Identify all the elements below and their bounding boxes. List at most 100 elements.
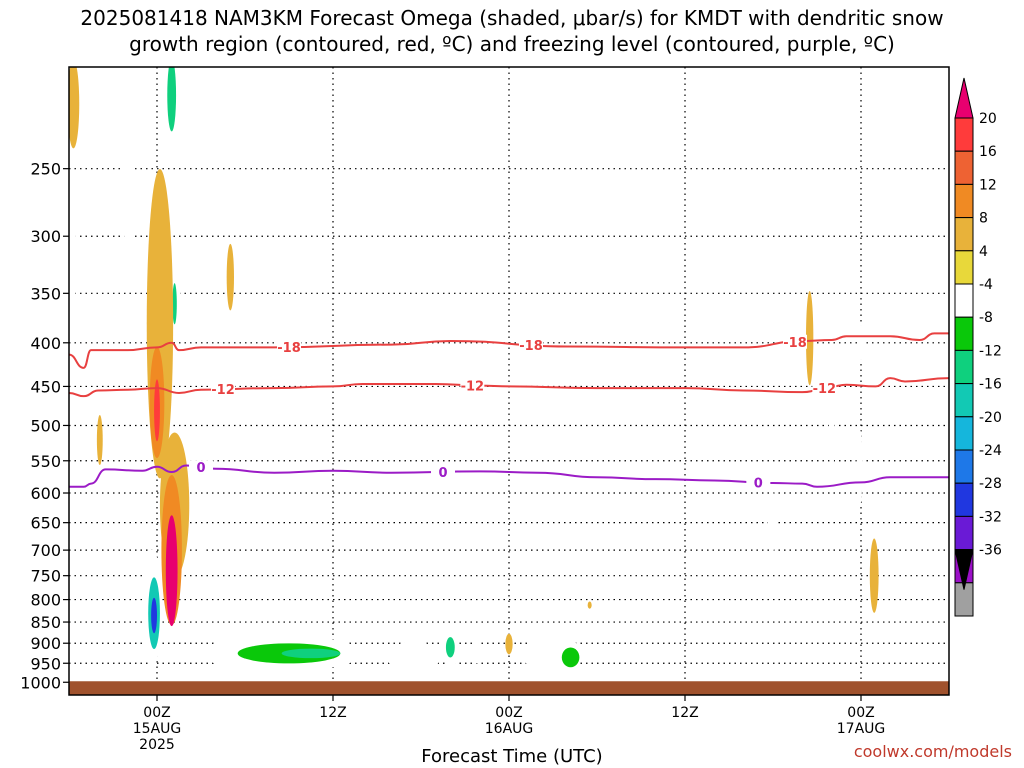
colorbar-segment — [954, 316, 974, 351]
y-tick-label: 950 — [30, 654, 61, 673]
colorbar-segment — [954, 117, 974, 152]
omega-region-26 — [505, 633, 513, 655]
omega-region-21 — [281, 648, 341, 659]
x-tick-label: 12Z — [671, 705, 698, 721]
contour-label: -12 — [461, 379, 485, 394]
ground-layer — [69, 681, 949, 695]
colorbar-bottom-cap — [954, 549, 974, 590]
colorbar-top-cap — [954, 77, 974, 119]
omega-region-32 — [767, 488, 776, 557]
y-tick-label: 550 — [30, 452, 61, 471]
omega-shading — [69, 67, 879, 676]
ground-surface — [69, 681, 949, 695]
colorbar-segment — [954, 183, 974, 219]
colorbar-segment — [954, 283, 974, 318]
y-tick-label: 800 — [30, 591, 61, 610]
contour-label: 0 — [438, 466, 447, 481]
x-tick-label: 2025 — [139, 737, 175, 753]
colorbar-label: -8 — [979, 310, 993, 326]
colorbar-label: 4 — [979, 244, 988, 260]
contour-line-2 — [69, 464, 949, 488]
x-tick-label: 16AUG — [485, 721, 534, 737]
y-tick-label: 850 — [30, 613, 61, 632]
colorbar-label: -12 — [979, 343, 1002, 359]
colorbar-segment — [954, 416, 974, 451]
colorbar-segment — [954, 482, 974, 517]
chart-title-line-2: growth region (contoured, red, ºC) and f… — [129, 32, 895, 56]
colorbar-segment — [954, 383, 974, 418]
omega-region-31 — [828, 349, 835, 487]
omega-region-4 — [167, 67, 177, 132]
colorbar-segment — [954, 349, 974, 385]
contour-label-bg — [431, 464, 455, 479]
omega-region-10 — [154, 379, 160, 442]
contour-label: -18 — [783, 336, 807, 351]
x-tick-label: 17AUG — [837, 721, 886, 737]
omega-region-22 — [387, 641, 441, 674]
y-tick-label: 250 — [30, 160, 61, 179]
omega-region-33 — [869, 538, 879, 613]
omega-region-30 — [806, 290, 814, 386]
colorbar-label: 16 — [979, 144, 997, 160]
omega-region-15 — [198, 539, 204, 556]
x-tick-label: 12Z — [319, 705, 346, 721]
omega-region-24 — [445, 637, 455, 658]
colorbar: 20 16 12 8 4 -4 -8 -12 -16 -20 -24 -28 -32 -36 — [954, 77, 1002, 617]
colorbar-label: 12 — [979, 177, 997, 193]
y-tick-label: 1000 — [20, 673, 61, 692]
contour-label-bg — [812, 380, 837, 395]
y-tick-label: 600 — [30, 484, 61, 503]
omega-region-29 — [587, 601, 592, 609]
y-axis: 250 300 350 400 450 500 550 600 650 700 750 800 850 9… — [20, 160, 69, 692]
y-tick-label: 500 — [30, 416, 61, 435]
contour-label: -12 — [211, 383, 235, 398]
contour-label-bg — [211, 382, 235, 397]
contour-label: 0 — [196, 461, 205, 476]
chart-title-line-1: 2025081418 NAM3KM Forecast Omega (shaded… — [80, 6, 944, 30]
y-tick-label: 650 — [30, 514, 61, 533]
omega-region-18 — [151, 597, 157, 634]
colorbar-label: -4 — [979, 277, 993, 293]
omega-region-6 — [172, 283, 177, 325]
contour-line-0 — [69, 332, 949, 369]
omega-region-14 — [165, 515, 178, 627]
colorbar-label: 20 — [979, 111, 997, 127]
colorbar-label: -36 — [979, 543, 1002, 559]
colorbar-label: -20 — [979, 410, 1002, 426]
omega-region-0 — [69, 67, 80, 149]
colorbar-segment — [954, 515, 974, 551]
contour-label: -18 — [277, 341, 301, 356]
y-tick-label: 300 — [30, 227, 61, 246]
contour-label-bg — [460, 378, 485, 393]
omega-region-7 — [226, 243, 234, 311]
contour-label-bg — [783, 334, 807, 349]
contour-label: 0 — [754, 476, 763, 491]
colorbar-segment — [954, 250, 974, 285]
contour-lines: -18 -18 -18 -12 -12 -12 0 0 0 — [69, 332, 949, 491]
y-tick-label: 900 — [30, 634, 61, 653]
colorbar-label: -24 — [979, 443, 1002, 459]
colorbar-segment — [954, 217, 974, 252]
omega-region-34 — [858, 324, 864, 362]
colorbar-label: -28 — [979, 476, 1002, 492]
y-tick-label: 700 — [30, 541, 61, 560]
contour-label: -18 — [519, 339, 543, 354]
y-tick-label: 450 — [30, 377, 61, 396]
x-tick-label: 00Z — [495, 705, 522, 721]
omega-region-1 — [122, 126, 133, 254]
contour-label-bg — [277, 340, 301, 355]
contour-label-bg — [519, 337, 543, 352]
x-axis-title: Forecast Time (UTC) — [421, 746, 603, 767]
contour-label: -12 — [813, 382, 837, 397]
colorbar-label: -32 — [979, 509, 1002, 525]
omega-region-2 — [69, 195, 77, 325]
omega-region-25 — [472, 635, 482, 664]
contour-label-bg — [746, 475, 771, 490]
x-tick-label: 00Z — [143, 705, 170, 721]
colorbar-segment — [954, 449, 974, 484]
y-tick-label: 750 — [30, 567, 61, 586]
credit-text: coolwx.com/models — [853, 742, 1012, 761]
x-tick-label: 00Z — [847, 705, 874, 721]
